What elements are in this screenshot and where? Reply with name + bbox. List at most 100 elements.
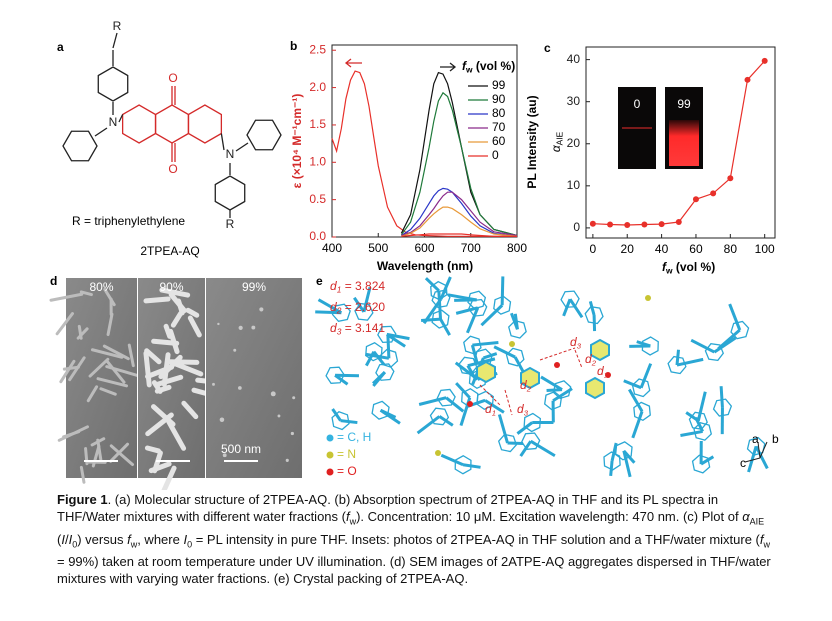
aggregate: [91, 444, 101, 468]
x-tick-label: 80: [724, 242, 738, 256]
crystal-ring: [493, 295, 512, 315]
aggregate: [106, 312, 114, 337]
data-point: [727, 175, 734, 182]
inset-label: 0: [634, 97, 641, 111]
crystal-bond: [628, 388, 644, 413]
aggregate: [99, 387, 117, 396]
text-run: d: [517, 402, 524, 416]
crystal-bond: [639, 363, 653, 389]
crystal-bond: [507, 441, 524, 446]
scale-bar-label: 500 nm: [221, 442, 261, 456]
text-run: d: [485, 402, 492, 416]
text-run: d: [330, 300, 337, 314]
particle: [217, 322, 220, 326]
text-run: d: [330, 279, 337, 293]
aggregate: [49, 292, 84, 302]
text-run: = 2.620: [341, 300, 385, 314]
aggregate: [55, 312, 74, 336]
y-tick-label: 10: [567, 178, 581, 192]
distance-label: d2 = 2.620: [330, 300, 385, 316]
data-point: [589, 220, 596, 227]
sem-label: 90%: [159, 280, 183, 294]
crystal-bond: [497, 414, 509, 444]
crystal-bond: [588, 300, 596, 316]
x-axis-label: fw (vol %): [662, 260, 715, 276]
legend-label: 0: [492, 148, 499, 162]
aggregate: [187, 315, 202, 338]
atom-label: O: [168, 162, 177, 176]
highlight-ring: [590, 338, 610, 362]
text-run: (vol %): [473, 59, 516, 73]
text-run: d: [597, 364, 604, 378]
aggregate: [144, 364, 175, 379]
y2-axis-label: αAIE: [549, 131, 565, 152]
crystal-bond: [418, 396, 447, 406]
sem-label: 80%: [89, 280, 113, 294]
crystal-ring: [641, 336, 659, 356]
contact-label: d2: [520, 378, 532, 393]
x-tick-label: 400: [322, 241, 342, 255]
particle: [259, 307, 264, 312]
crystal-bond: [568, 298, 584, 319]
y-tick-label: 0.5: [309, 192, 326, 206]
axis-arrows: [744, 441, 768, 463]
substituent-note: R = triphenylethylene: [72, 214, 185, 228]
crystal-bond: [622, 449, 636, 464]
contact-label: d2: [585, 352, 597, 367]
aggregate: [154, 384, 172, 394]
aggregate: [105, 365, 139, 377]
x-tick-label: 100: [755, 242, 775, 256]
caption-run: /: [64, 531, 69, 547]
text-run: w: [465, 65, 473, 75]
crystal-bond: [439, 318, 451, 336]
text-run: d: [520, 378, 527, 392]
y-tick-label: 2.0: [309, 80, 326, 94]
particle: [238, 386, 242, 390]
aggregate: [88, 357, 110, 378]
text-run: α: [549, 144, 563, 152]
particle: [290, 431, 294, 436]
sem-image: [206, 278, 302, 478]
crystal-bond: [728, 303, 742, 331]
crystal-ring: [354, 302, 374, 321]
aggregate: [170, 360, 204, 377]
compound-name: 2TPEA-AQ: [140, 244, 199, 258]
panel-label: e: [316, 274, 323, 288]
text-run: d: [330, 321, 337, 335]
ring: [121, 104, 157, 144]
y-tick-label: 40: [567, 52, 581, 66]
arrow: [440, 62, 457, 72]
aggregate: [191, 387, 210, 397]
crystal-ring: [331, 411, 350, 431]
atom-n: [435, 450, 441, 456]
crystal-bond: [365, 350, 376, 367]
data-point: [607, 221, 614, 228]
legend-label: 99: [492, 78, 506, 92]
data-line: [401, 233, 517, 237]
legend-dot: [326, 468, 334, 476]
y-tick-label: 20: [567, 136, 581, 150]
crystal-bond: [500, 276, 505, 306]
crystal-bond: [622, 450, 632, 478]
crystal-bond: [440, 453, 464, 467]
crystal-bond: [747, 445, 758, 473]
sem-image: [66, 278, 137, 478]
caption-run: f: [127, 531, 131, 547]
crystal-bond: [472, 341, 499, 347]
atom-label: N: [109, 115, 118, 129]
crystal-bond: [416, 415, 441, 435]
distance-label: d1 = 3.824: [330, 279, 385, 295]
caption-run: ). Concentration: 10 μM. Excitation wave…: [356, 509, 743, 524]
text-run: = 3.141: [341, 321, 385, 335]
highlight-ring: [585, 376, 605, 400]
crystal-bond: [676, 357, 704, 367]
caption-run: AIE: [749, 516, 765, 527]
x-tick-label: 600: [414, 241, 434, 255]
bond: [112, 32, 118, 49]
particle: [270, 391, 276, 397]
bond: [235, 142, 249, 152]
x-tick-label: 0: [590, 242, 597, 256]
ring: [154, 104, 190, 144]
crystal-bond: [675, 349, 681, 366]
